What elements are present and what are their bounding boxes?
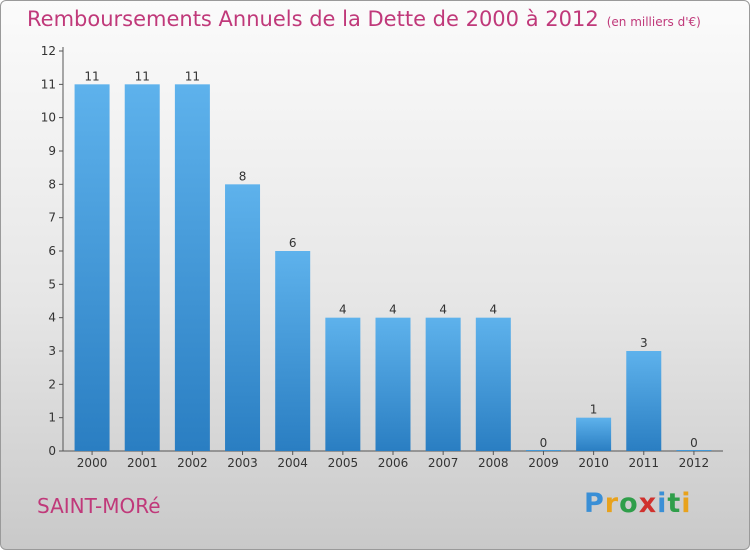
logo-letter: P	[584, 488, 605, 519]
bar-value-label: 4	[439, 303, 447, 317]
bar	[676, 450, 712, 451]
x-tick-label: 2003	[227, 456, 258, 470]
bar-value-label: 3	[640, 336, 648, 350]
bar	[525, 450, 561, 451]
bar	[124, 84, 160, 451]
bar-value-label: 0	[540, 436, 548, 450]
y-tick-label: 7	[48, 211, 56, 225]
y-tick-label: 6	[48, 244, 56, 258]
y-tick-label: 5	[48, 277, 56, 291]
y-tick-label: 3	[48, 344, 56, 358]
bar-value-label: 4	[489, 303, 497, 317]
y-tick-label: 12	[41, 44, 56, 58]
bar-value-label: 8	[239, 169, 247, 183]
x-tick-label: 2005	[328, 456, 359, 470]
x-tick-label: 2006	[378, 456, 409, 470]
y-tick-label: 1	[48, 411, 56, 425]
y-tick-label: 0	[48, 444, 56, 458]
bars	[74, 84, 712, 452]
bar	[174, 84, 210, 451]
bar-value-label: 4	[389, 303, 397, 317]
bar	[626, 351, 662, 451]
bar-value-label: 11	[185, 69, 200, 83]
y-tick-label: 9	[48, 144, 56, 158]
bar-value-label: 11	[84, 69, 99, 83]
logo-letter: r	[604, 488, 620, 519]
city-name: SAINT-MORé	[37, 494, 161, 518]
x-tick-label: 2002	[177, 456, 208, 470]
logo-letter: o	[619, 488, 639, 519]
value-labels: 11 11 11 8 6 4 4 4 4 0 1 3 0	[84, 69, 697, 450]
x-tick-label: 2008	[478, 456, 509, 470]
bar	[225, 184, 261, 452]
chart-title-text: Remboursements Annuels de la Dette de 20…	[27, 7, 599, 31]
x-tick-label: 2010	[578, 456, 609, 470]
proxiti-logo: Proxiti	[584, 488, 692, 519]
chart-unit: (en milliers d'€)	[606, 15, 701, 29]
x-tick-label: 2009	[528, 456, 559, 470]
x-tick-label: 2001	[127, 456, 158, 470]
logo-letter: i	[681, 488, 692, 519]
x-tick-label: 2012	[679, 456, 710, 470]
bar	[74, 84, 110, 451]
bar	[425, 317, 461, 451]
x-tick-label: 2007	[428, 456, 459, 470]
bar	[576, 417, 612, 451]
y-tick-label: 4	[48, 311, 56, 325]
chart-title: Remboursements Annuels de la Dette de 20…	[27, 7, 701, 31]
logo-letter: i	[657, 488, 668, 519]
bar	[475, 317, 511, 451]
bar	[275, 251, 311, 451]
bar-value-label: 1	[590, 403, 598, 417]
x-tick-label: 2000	[77, 456, 108, 470]
y-tick-label: 11	[41, 77, 56, 91]
y-tick-label: 10	[41, 111, 56, 125]
y-tick-label: 2	[48, 377, 56, 391]
bar-value-label: 11	[135, 69, 150, 83]
logo-letter: t	[667, 488, 682, 519]
bar-value-label: 4	[339, 303, 347, 317]
bar-value-label: 6	[289, 236, 297, 250]
y-tick-label: 8	[48, 177, 56, 191]
x-tick-label: 2011	[628, 456, 659, 470]
logo-letter: x	[638, 488, 658, 519]
bar	[325, 317, 361, 451]
bar-value-label: 0	[690, 436, 698, 450]
x-tick-label: 2004	[277, 456, 308, 470]
bar	[375, 317, 411, 451]
